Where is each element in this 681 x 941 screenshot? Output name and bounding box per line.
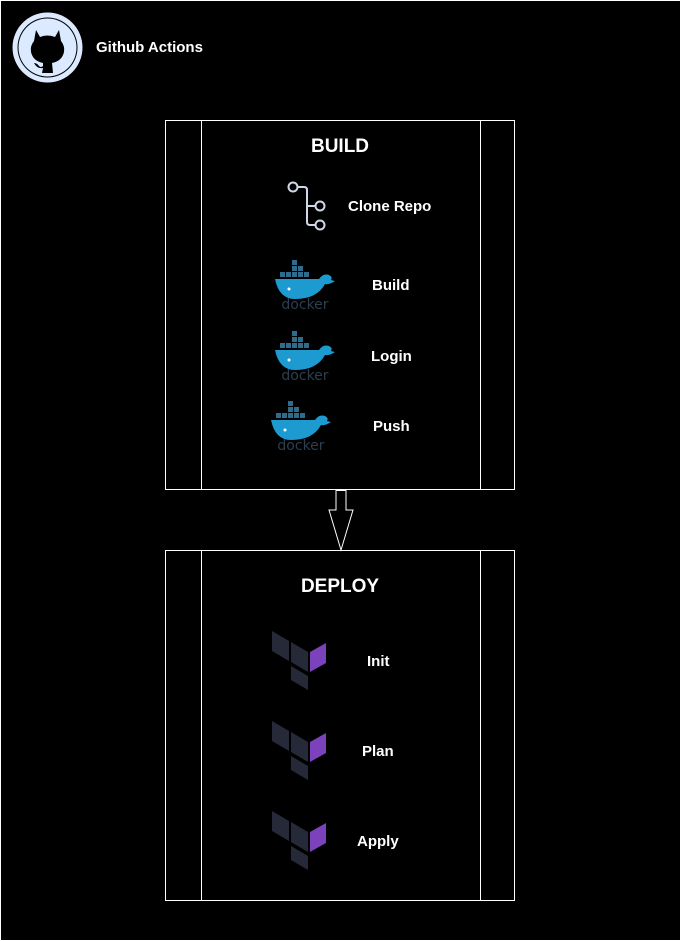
deploy-stage-title: DEPLOY bbox=[300, 576, 380, 597]
docker-wordmark: docker bbox=[281, 297, 328, 311]
step-build: Build bbox=[372, 277, 410, 294]
app-title: Github Actions bbox=[96, 39, 203, 56]
github-icon bbox=[12, 12, 83, 83]
docker-icon: docker bbox=[275, 331, 335, 382]
step-apply: Apply bbox=[357, 833, 399, 850]
step-init: Init bbox=[367, 653, 390, 670]
lane-divider-left bbox=[201, 551, 202, 900]
step-clone-repo: Clone Repo bbox=[348, 198, 432, 215]
lane-divider-right bbox=[480, 551, 481, 900]
terraform-icon bbox=[272, 811, 326, 870]
docker-icon: docker bbox=[275, 260, 335, 311]
lane-divider-left bbox=[201, 121, 202, 489]
lane-divider-right bbox=[480, 121, 481, 489]
deploy-stage: DEPLOY Init Plan Apply bbox=[165, 550, 515, 901]
terraform-icon bbox=[272, 721, 326, 780]
build-stage: BUILD Clone Repo docker Build docker Log… bbox=[165, 120, 515, 490]
step-login: Login bbox=[371, 348, 412, 365]
git-branch-icon bbox=[287, 181, 326, 231]
docker-icon: docker bbox=[271, 401, 331, 452]
docker-wordmark: docker bbox=[277, 438, 324, 452]
build-stage-title: BUILD bbox=[310, 136, 370, 157]
step-push: Push bbox=[373, 418, 410, 435]
terraform-icon bbox=[272, 631, 326, 690]
step-plan: Plan bbox=[362, 743, 394, 760]
arrow-down-icon bbox=[328, 490, 354, 552]
docker-wordmark: docker bbox=[281, 368, 328, 382]
